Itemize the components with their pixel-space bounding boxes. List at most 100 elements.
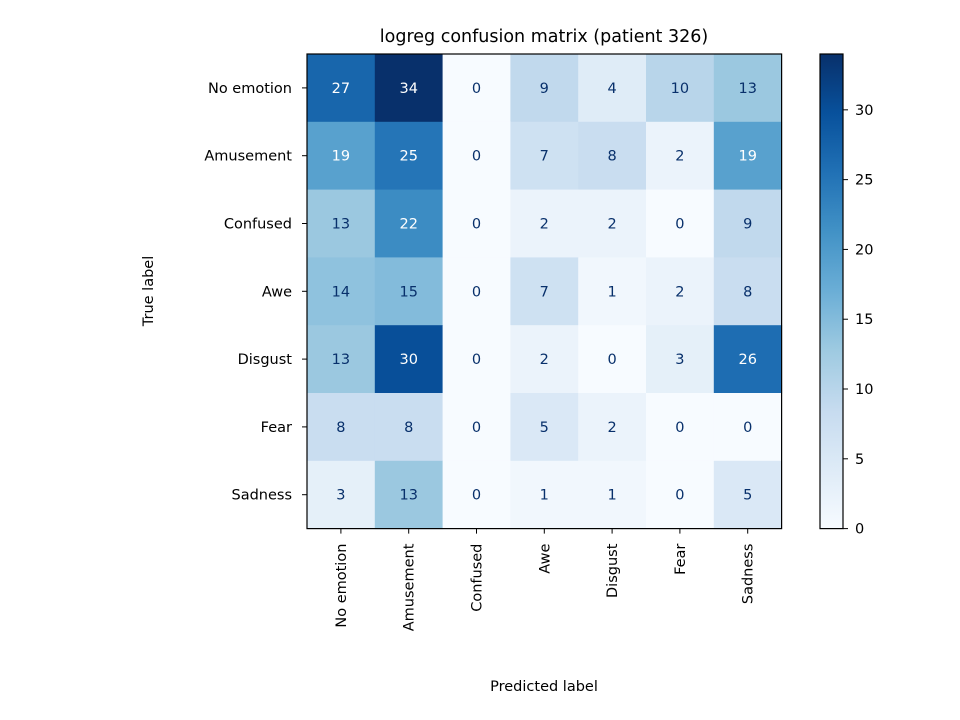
- matrix-cell: [307, 121, 376, 191]
- matrix-cell: [374, 257, 444, 326]
- matrix-cell: [510, 121, 579, 191]
- matrix-cell: [578, 460, 647, 530]
- matrix-cell: [578, 54, 647, 123]
- y-tick-label: Awe: [262, 284, 292, 300]
- x-tick-label: Amusement: [402, 543, 418, 631]
- colorbar-tick-label: 30: [855, 103, 873, 119]
- matrix-cell-value: 13: [399, 488, 417, 504]
- matrix-cell-value: 2: [675, 149, 684, 165]
- matrix-cell: [307, 393, 376, 462]
- x-axis-label: Predicted label: [490, 679, 598, 695]
- colorbar-tick-label: 25: [855, 173, 873, 189]
- matrix-cell-value: 13: [332, 217, 350, 233]
- matrix-cell: [510, 257, 579, 326]
- matrix-cell: [510, 189, 579, 258]
- matrix-cell-value: 7: [540, 149, 549, 165]
- matrix-cell-value: 26: [738, 352, 756, 368]
- matrix-cell-value: 19: [332, 149, 350, 165]
- x-tick-label: Fear: [673, 544, 689, 575]
- y-tick-label: Confused: [224, 217, 292, 233]
- matrix-cell: [307, 460, 376, 530]
- x-tick-label: Disgust: [605, 543, 621, 598]
- matrix-cell: [442, 460, 511, 530]
- matrix-cell: [374, 325, 444, 394]
- matrix-cell: [713, 121, 783, 191]
- matrix-cell: [442, 325, 511, 394]
- matrix-cell-value: 19: [738, 149, 756, 165]
- matrix-cell-value: 0: [472, 217, 481, 233]
- matrix-cell-value: 0: [675, 420, 684, 436]
- matrix-cell-value: 0: [472, 284, 481, 300]
- matrix-cell: [713, 257, 783, 326]
- matrix-cell: [646, 257, 715, 326]
- matrix-cell: [374, 393, 444, 462]
- colorbar-tick-label: 5: [855, 452, 864, 468]
- matrix-cell: [307, 257, 376, 326]
- y-tick-label: Amusement: [204, 149, 292, 165]
- matrix-cell-value: 0: [472, 352, 481, 368]
- matrix-cell: [646, 189, 715, 258]
- matrix-cell-value: 0: [675, 488, 684, 504]
- matrix-cell-value: 0: [607, 352, 616, 368]
- matrix-cell-value: 15: [399, 284, 417, 300]
- matrix-cell-value: 8: [404, 420, 413, 436]
- matrix-cell-value: 9: [540, 81, 549, 97]
- matrix-cell: [374, 54, 444, 123]
- matrix-cell: [578, 325, 647, 394]
- matrix-cell-value: 8: [336, 420, 345, 436]
- matrix-cell-value: 1: [607, 284, 616, 300]
- matrix-cell: [713, 325, 783, 394]
- matrix-cell: [713, 54, 783, 123]
- x-tick-label: Confused: [470, 544, 486, 612]
- colorbar-tick-label: 15: [855, 312, 873, 328]
- matrix-cell: [578, 257, 647, 326]
- matrix-cell: [646, 325, 715, 394]
- matrix-cell-value: 13: [738, 81, 756, 97]
- matrix-cell: [510, 54, 579, 123]
- matrix-cell: [442, 54, 511, 123]
- matrix-cell-value: 1: [607, 488, 616, 504]
- matrix-cell-value: 3: [336, 488, 345, 504]
- colorbar-tick-label: 10: [855, 382, 873, 398]
- matrix-cell-value: 7: [540, 284, 549, 300]
- matrix-cell: [510, 460, 579, 530]
- colorbar-tick-label: 0: [855, 522, 864, 538]
- matrix-cell: [374, 189, 444, 258]
- matrix-cell: [442, 121, 511, 191]
- matrix-cell: [307, 189, 376, 258]
- matrix-cell-value: 14: [332, 284, 350, 300]
- matrix-cell-value: 0: [743, 420, 752, 436]
- matrix-cell-value: 4: [607, 81, 616, 97]
- matrix-cell-value: 0: [472, 488, 481, 504]
- x-tick-label: Sadness: [741, 544, 757, 605]
- matrix-cell-value: 25: [399, 149, 417, 165]
- colorbar: [819, 53, 844, 530]
- matrix-cell: [578, 393, 647, 462]
- y-axis-ticks: No emotion Amusement Confused Awe Disgust Fea…: [204, 81, 307, 504]
- matrix-cell-value: 13: [332, 352, 350, 368]
- matrix-cell: [442, 189, 511, 258]
- matrix-cell-value: 0: [472, 149, 481, 165]
- matrix-cell: [646, 121, 715, 191]
- matrix-cell-value: 0: [472, 81, 481, 97]
- matrix-cell: [442, 257, 511, 326]
- matrix-cell-value: 2: [607, 420, 616, 436]
- matrix-cell-value: 9: [743, 217, 752, 233]
- matrix-cell: [510, 325, 579, 394]
- matrix-cell: [713, 189, 783, 258]
- matrix-cell: [578, 121, 647, 191]
- colorbar-tick-label: 20: [855, 242, 873, 258]
- matrix-cell-value: 2: [540, 217, 549, 233]
- y-axis-label: True label: [141, 256, 157, 327]
- matrix-cell-value: 5: [743, 488, 752, 504]
- matrix-cell-value: 27: [332, 81, 350, 97]
- matrix-cell: [442, 393, 511, 462]
- matrix-cell: [374, 121, 444, 191]
- matrix-cell: [374, 460, 444, 530]
- matrix-cell: [510, 393, 579, 462]
- matrix-cell: [646, 460, 715, 530]
- matrix-cell: [713, 460, 783, 530]
- matrix-cell: [646, 393, 715, 462]
- y-tick-label: Disgust: [238, 352, 293, 368]
